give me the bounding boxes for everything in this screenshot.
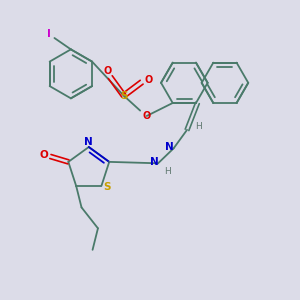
Text: N: N — [165, 142, 174, 152]
Text: S: S — [120, 91, 127, 101]
Text: S: S — [103, 182, 110, 192]
Text: I: I — [46, 29, 50, 39]
Text: H: H — [195, 122, 202, 131]
Text: N: N — [84, 136, 93, 147]
Text: O: O — [142, 111, 151, 121]
Text: O: O — [103, 66, 111, 76]
Text: H: H — [164, 167, 171, 176]
Text: O: O — [144, 75, 152, 85]
Text: N: N — [150, 157, 159, 167]
Text: O: O — [40, 150, 48, 160]
